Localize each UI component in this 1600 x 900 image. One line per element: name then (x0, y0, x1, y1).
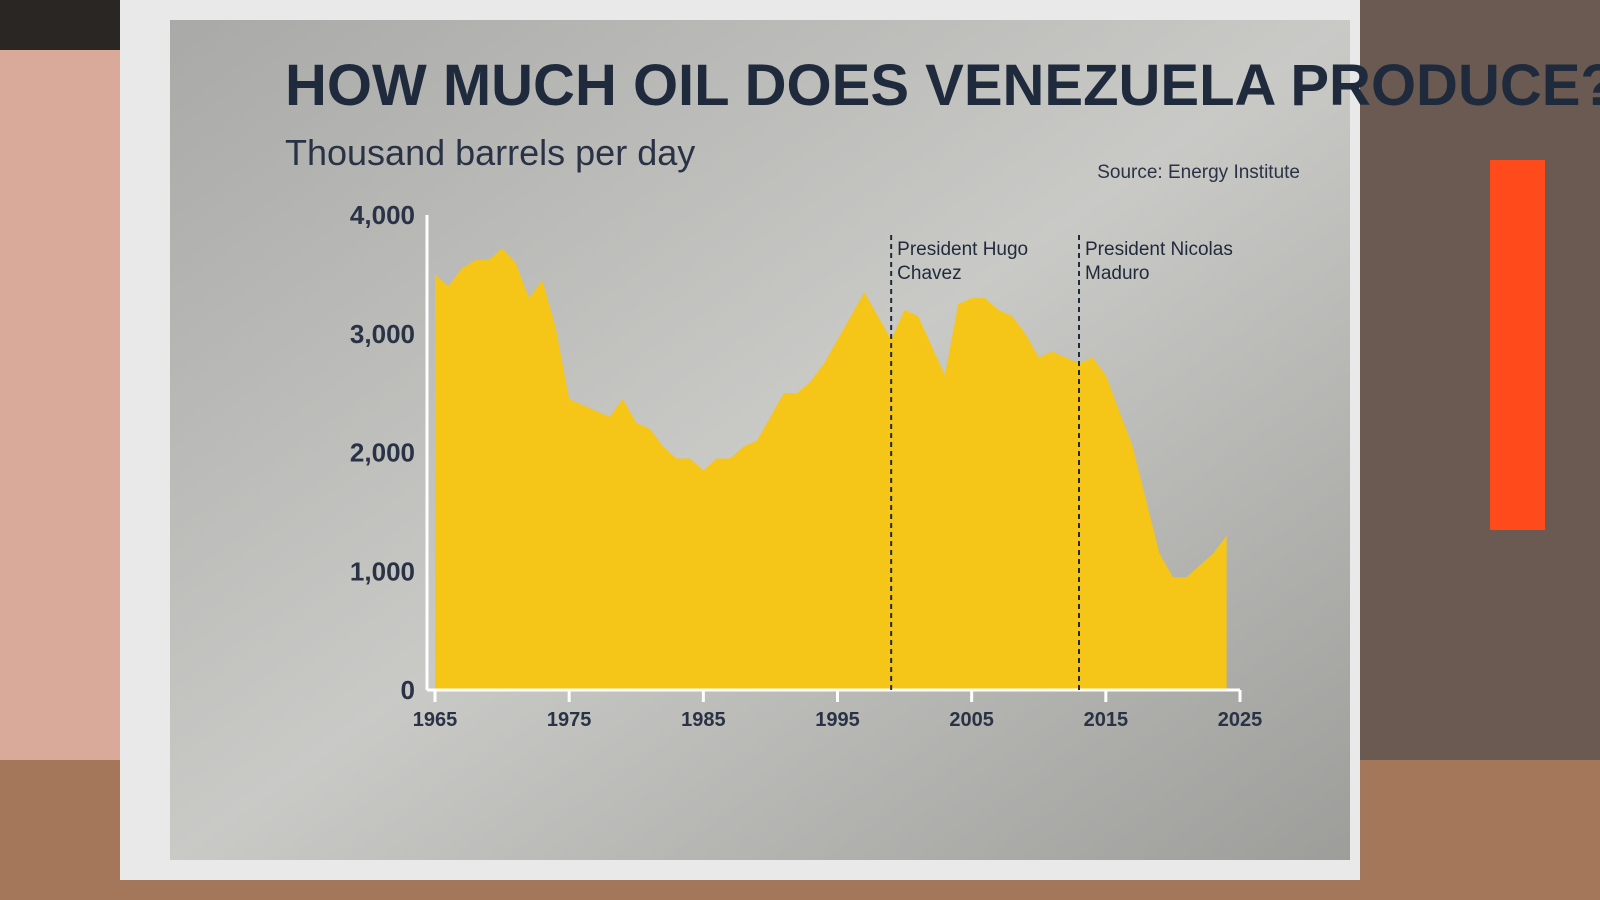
chart-subtitle: Thousand barrels per day (285, 132, 695, 173)
x-tick-label: 2005 (949, 709, 994, 731)
annotation-text: President Hugo (897, 239, 1028, 260)
x-tick-label: 2015 (1084, 709, 1129, 731)
x-tick-label: 1965 (413, 709, 458, 731)
x-tick-label: 1985 (681, 709, 726, 731)
y-tick-label: 2,000 (350, 438, 415, 468)
y-tick-label: 3,000 (350, 319, 415, 349)
area (435, 248, 1227, 690)
y-tick-label: 0 (401, 675, 415, 705)
chart-title: HOW MUCH OIL DOES VENEZUELA PRODUCE? (285, 53, 1600, 118)
source: Source: Energy Institute (1097, 162, 1300, 183)
x-tick-label: 1975 (547, 709, 592, 731)
y-tick-label: 4,000 (350, 200, 415, 230)
side-set (1360, 0, 1600, 900)
annotation-text: Chavez (897, 263, 961, 284)
annotation-text: President Nicolas (1085, 239, 1233, 260)
annotation-text: Maduro (1085, 263, 1149, 284)
x-tick-label: 2025 (1218, 709, 1263, 731)
y-tick-label: 1,000 (350, 556, 415, 586)
red-panel (1490, 160, 1545, 530)
x-tick-label: 1995 (815, 709, 860, 731)
